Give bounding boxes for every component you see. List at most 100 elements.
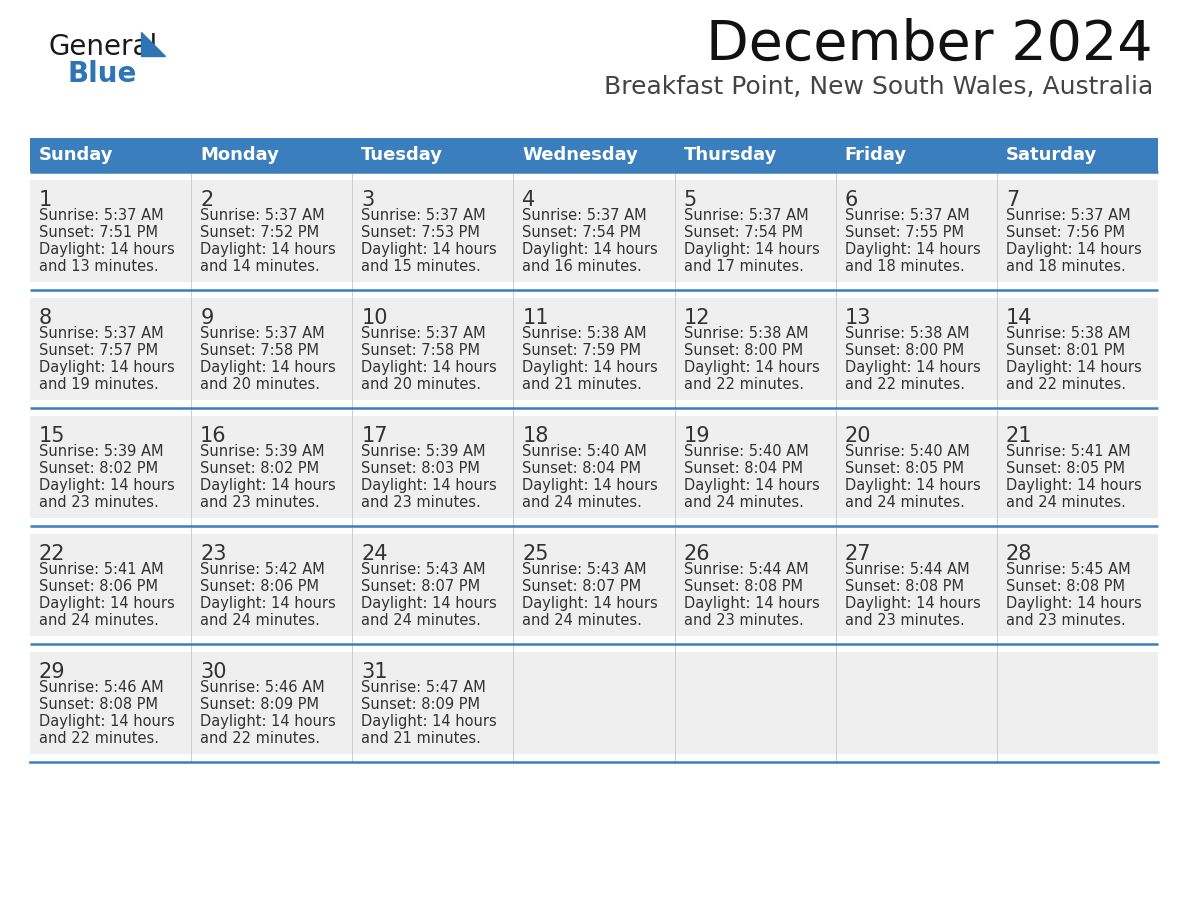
Text: 11: 11 bbox=[523, 308, 549, 328]
Text: Daylight: 14 hours: Daylight: 14 hours bbox=[845, 360, 980, 375]
Text: 10: 10 bbox=[361, 308, 387, 328]
Text: 2: 2 bbox=[200, 190, 214, 210]
Text: and 24 minutes.: and 24 minutes. bbox=[39, 613, 159, 628]
Text: Sunset: 8:06 PM: Sunset: 8:06 PM bbox=[200, 579, 320, 594]
Text: and 16 minutes.: and 16 minutes. bbox=[523, 259, 643, 274]
Text: Daylight: 14 hours: Daylight: 14 hours bbox=[200, 360, 336, 375]
Text: Sunrise: 5:38 AM: Sunrise: 5:38 AM bbox=[683, 326, 808, 341]
Text: 26: 26 bbox=[683, 544, 710, 564]
Text: 4: 4 bbox=[523, 190, 536, 210]
Text: 22: 22 bbox=[39, 544, 65, 564]
Text: Daylight: 14 hours: Daylight: 14 hours bbox=[683, 242, 820, 257]
Text: Sunrise: 5:43 AM: Sunrise: 5:43 AM bbox=[361, 562, 486, 577]
Text: and 23 minutes.: and 23 minutes. bbox=[1006, 613, 1125, 628]
Text: Sunset: 8:05 PM: Sunset: 8:05 PM bbox=[1006, 461, 1125, 476]
Text: Sunset: 8:07 PM: Sunset: 8:07 PM bbox=[361, 579, 480, 594]
Text: Sunrise: 5:39 AM: Sunrise: 5:39 AM bbox=[361, 444, 486, 459]
Bar bbox=[30, 518, 1158, 526]
Text: Sunset: 7:59 PM: Sunset: 7:59 PM bbox=[523, 343, 642, 358]
Text: 9: 9 bbox=[200, 308, 214, 328]
Text: and 18 minutes.: and 18 minutes. bbox=[845, 259, 965, 274]
Text: and 20 minutes.: and 20 minutes. bbox=[361, 377, 481, 392]
Bar bbox=[30, 282, 1158, 290]
Bar bbox=[30, 180, 1158, 290]
Text: Sunset: 7:57 PM: Sunset: 7:57 PM bbox=[39, 343, 158, 358]
Text: Daylight: 14 hours: Daylight: 14 hours bbox=[523, 478, 658, 493]
Text: Tuesday: Tuesday bbox=[361, 146, 443, 164]
Bar bbox=[835, 138, 997, 172]
Text: and 19 minutes.: and 19 minutes. bbox=[39, 377, 159, 392]
Text: Daylight: 14 hours: Daylight: 14 hours bbox=[683, 360, 820, 375]
Text: Sunset: 8:07 PM: Sunset: 8:07 PM bbox=[523, 579, 642, 594]
Text: Daylight: 14 hours: Daylight: 14 hours bbox=[1006, 242, 1142, 257]
Text: and 24 minutes.: and 24 minutes. bbox=[1006, 495, 1126, 510]
Text: Daylight: 14 hours: Daylight: 14 hours bbox=[39, 242, 175, 257]
Text: and 14 minutes.: and 14 minutes. bbox=[200, 259, 320, 274]
Text: Sunrise: 5:44 AM: Sunrise: 5:44 AM bbox=[845, 562, 969, 577]
Text: and 24 minutes.: and 24 minutes. bbox=[683, 495, 803, 510]
Text: Sunrise: 5:47 AM: Sunrise: 5:47 AM bbox=[361, 680, 486, 695]
Text: Daylight: 14 hours: Daylight: 14 hours bbox=[361, 360, 497, 375]
Text: Sunset: 8:08 PM: Sunset: 8:08 PM bbox=[39, 697, 158, 712]
Text: Sunset: 8:08 PM: Sunset: 8:08 PM bbox=[1006, 579, 1125, 594]
Text: Daylight: 14 hours: Daylight: 14 hours bbox=[845, 478, 980, 493]
Text: Daylight: 14 hours: Daylight: 14 hours bbox=[361, 596, 497, 611]
Text: Blue: Blue bbox=[68, 60, 138, 88]
Text: Sunrise: 5:37 AM: Sunrise: 5:37 AM bbox=[683, 208, 808, 223]
Text: Daylight: 14 hours: Daylight: 14 hours bbox=[523, 596, 658, 611]
Text: and 23 minutes.: and 23 minutes. bbox=[683, 613, 803, 628]
Text: Daylight: 14 hours: Daylight: 14 hours bbox=[1006, 360, 1142, 375]
Bar bbox=[353, 138, 513, 172]
Text: and 22 minutes.: and 22 minutes. bbox=[845, 377, 965, 392]
Text: Sunrise: 5:37 AM: Sunrise: 5:37 AM bbox=[361, 326, 486, 341]
Text: and 23 minutes.: and 23 minutes. bbox=[845, 613, 965, 628]
Text: Sunrise: 5:37 AM: Sunrise: 5:37 AM bbox=[200, 208, 324, 223]
Text: and 13 minutes.: and 13 minutes. bbox=[39, 259, 159, 274]
Bar bbox=[30, 754, 1158, 762]
Text: 16: 16 bbox=[200, 426, 227, 446]
Text: 6: 6 bbox=[845, 190, 858, 210]
Text: Daylight: 14 hours: Daylight: 14 hours bbox=[1006, 596, 1142, 611]
Text: and 24 minutes.: and 24 minutes. bbox=[361, 613, 481, 628]
Bar bbox=[30, 652, 1158, 762]
Bar bbox=[191, 138, 353, 172]
Text: 18: 18 bbox=[523, 426, 549, 446]
Text: 30: 30 bbox=[200, 662, 227, 682]
Text: Daylight: 14 hours: Daylight: 14 hours bbox=[361, 478, 497, 493]
Text: 1: 1 bbox=[39, 190, 52, 210]
Text: Daylight: 14 hours: Daylight: 14 hours bbox=[683, 596, 820, 611]
Text: 27: 27 bbox=[845, 544, 871, 564]
Bar bbox=[513, 138, 675, 172]
Text: Sunrise: 5:46 AM: Sunrise: 5:46 AM bbox=[200, 680, 324, 695]
Text: Sunset: 8:05 PM: Sunset: 8:05 PM bbox=[845, 461, 963, 476]
Text: Sunrise: 5:38 AM: Sunrise: 5:38 AM bbox=[1006, 326, 1130, 341]
Text: Sunrise: 5:37 AM: Sunrise: 5:37 AM bbox=[845, 208, 969, 223]
Text: 25: 25 bbox=[523, 544, 549, 564]
Bar bbox=[30, 534, 1158, 644]
Text: and 18 minutes.: and 18 minutes. bbox=[1006, 259, 1125, 274]
Text: and 22 minutes.: and 22 minutes. bbox=[1006, 377, 1126, 392]
Text: and 20 minutes.: and 20 minutes. bbox=[200, 377, 320, 392]
Text: Sunset: 8:08 PM: Sunset: 8:08 PM bbox=[845, 579, 963, 594]
Text: and 24 minutes.: and 24 minutes. bbox=[845, 495, 965, 510]
Text: Sunday: Sunday bbox=[39, 146, 114, 164]
Text: 20: 20 bbox=[845, 426, 871, 446]
Text: Breakfast Point, New South Wales, Australia: Breakfast Point, New South Wales, Austra… bbox=[604, 75, 1154, 99]
Text: Sunset: 7:51 PM: Sunset: 7:51 PM bbox=[39, 225, 158, 240]
Text: Sunset: 8:04 PM: Sunset: 8:04 PM bbox=[683, 461, 803, 476]
Text: Sunset: 7:52 PM: Sunset: 7:52 PM bbox=[200, 225, 320, 240]
Text: Sunrise: 5:45 AM: Sunrise: 5:45 AM bbox=[1006, 562, 1131, 577]
Text: 24: 24 bbox=[361, 544, 387, 564]
Text: Daylight: 14 hours: Daylight: 14 hours bbox=[683, 478, 820, 493]
Text: General: General bbox=[48, 33, 157, 61]
Text: 21: 21 bbox=[1006, 426, 1032, 446]
Text: and 21 minutes.: and 21 minutes. bbox=[523, 377, 643, 392]
Text: Daylight: 14 hours: Daylight: 14 hours bbox=[39, 714, 175, 729]
Polygon shape bbox=[141, 32, 165, 56]
Text: Sunrise: 5:37 AM: Sunrise: 5:37 AM bbox=[523, 208, 647, 223]
Text: Daylight: 14 hours: Daylight: 14 hours bbox=[523, 360, 658, 375]
Text: 15: 15 bbox=[39, 426, 65, 446]
Text: Sunset: 8:04 PM: Sunset: 8:04 PM bbox=[523, 461, 642, 476]
Text: Sunset: 8:09 PM: Sunset: 8:09 PM bbox=[200, 697, 320, 712]
Text: Thursday: Thursday bbox=[683, 146, 777, 164]
